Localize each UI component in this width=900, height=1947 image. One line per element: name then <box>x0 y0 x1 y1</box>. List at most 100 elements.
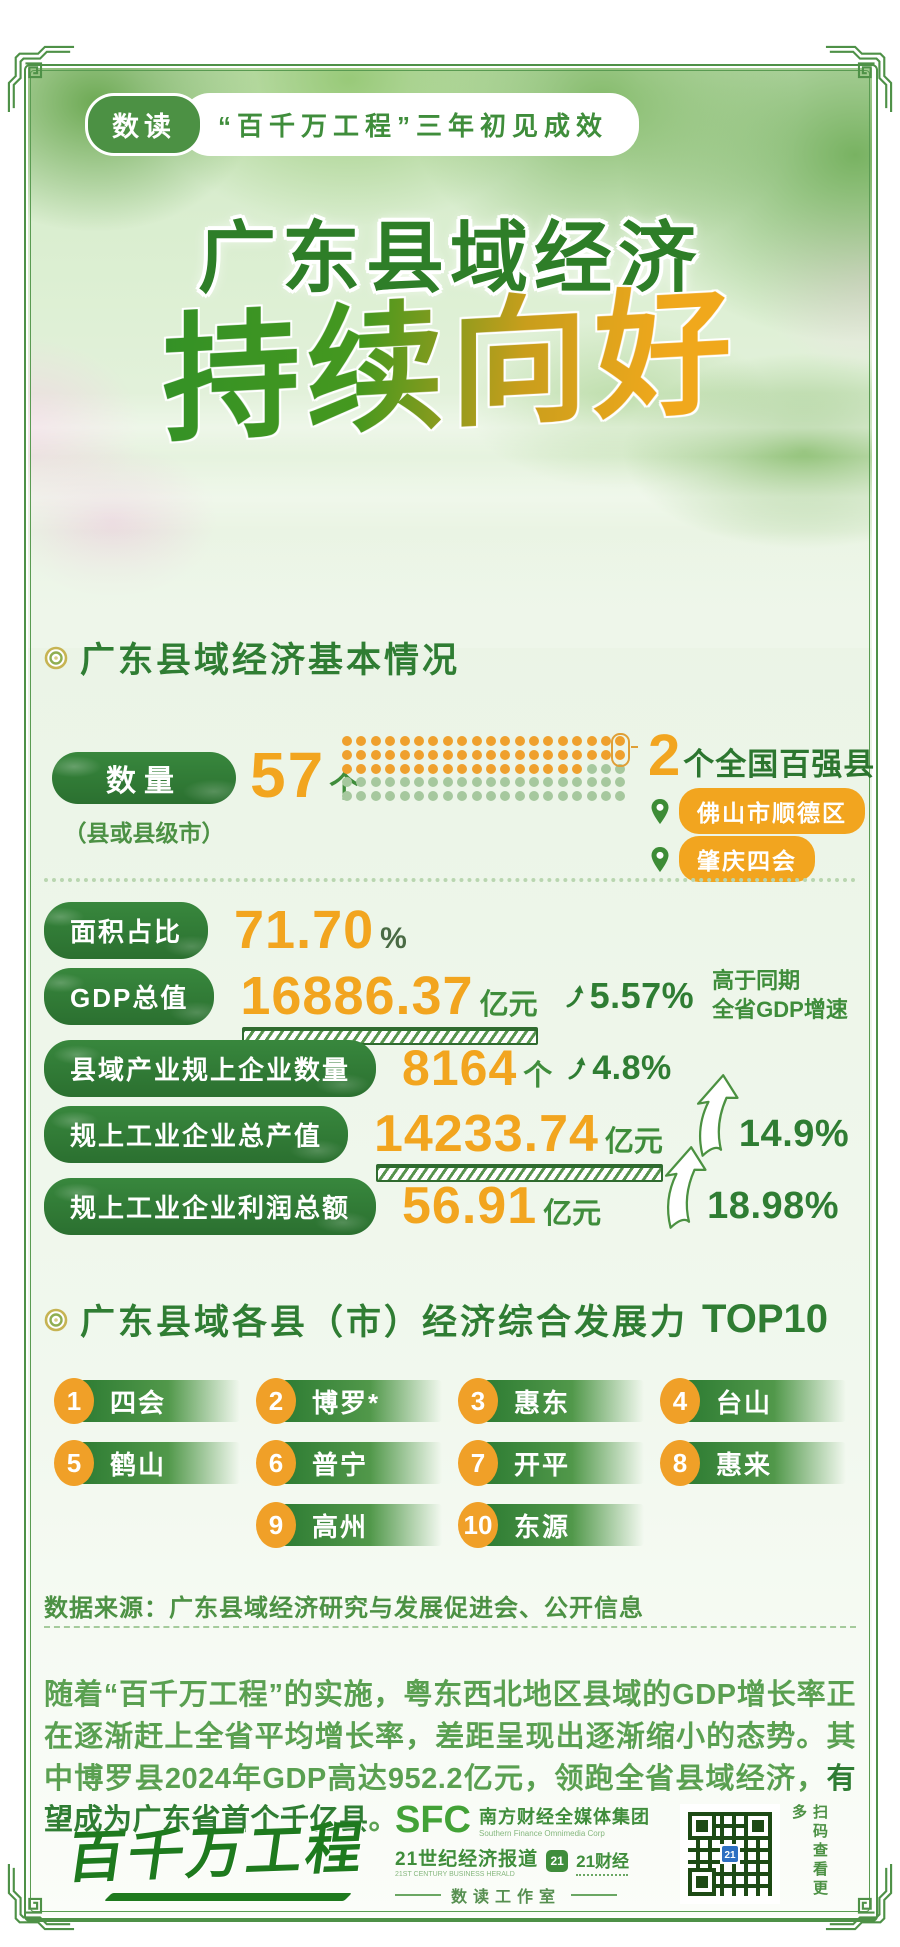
dot <box>543 749 554 760</box>
dot <box>601 791 612 802</box>
rank-badge: 2 <box>256 1378 296 1424</box>
dot <box>586 791 597 802</box>
location-pill: 佛山市顺德区 <box>679 788 865 834</box>
dot <box>543 763 554 774</box>
dot <box>342 777 352 788</box>
dot <box>586 749 597 760</box>
dot <box>370 791 381 802</box>
dashed-separator <box>44 1626 856 1628</box>
dot <box>342 763 352 774</box>
sfc-name: 南方财经全媒体集团 <box>479 1806 650 1827</box>
svg-text:21: 21 <box>724 1850 736 1861</box>
top10-item: 8 惠来 <box>660 1440 846 1486</box>
qr-code: 21 <box>680 1804 780 1904</box>
top10-item: 6 普宁 <box>256 1440 442 1486</box>
finance-name: 21财经 <box>576 1851 630 1871</box>
dot <box>557 777 568 788</box>
dot <box>399 736 410 746</box>
dot <box>485 736 496 746</box>
dot <box>514 791 525 802</box>
dot <box>485 777 496 788</box>
studio-name: 数读工作室 <box>395 1883 650 1907</box>
location-pill: 肇庆四会 <box>679 836 815 882</box>
dot <box>557 763 568 774</box>
dotted-separator <box>44 878 856 882</box>
quantity-number: 57 <box>250 739 326 811</box>
dot <box>500 749 511 760</box>
dot <box>428 749 439 760</box>
stat-label-pill: 规上工业企业利润总额 <box>44 1178 376 1235</box>
county-name: 高州 <box>282 1504 442 1546</box>
dot <box>615 791 626 802</box>
dot <box>529 736 540 746</box>
dot <box>471 749 482 760</box>
dot <box>356 791 367 802</box>
dot <box>428 791 439 802</box>
dot <box>370 777 381 788</box>
dot <box>471 777 482 788</box>
top10-item: 7 开平 <box>458 1440 644 1486</box>
dot <box>471 791 482 802</box>
dot <box>543 791 554 802</box>
growth-arrow-icon <box>566 985 584 1008</box>
county-name: 鹤山 <box>80 1442 240 1484</box>
rank-badge: 9 <box>256 1502 296 1548</box>
dot <box>413 777 424 788</box>
stat-row: 规上工业企业利润总额 56.91 亿元 18.98% <box>44 1146 880 1236</box>
finance-subline <box>576 1873 629 1876</box>
dot <box>428 763 439 774</box>
hundred-strong-count: 2 <box>648 723 681 788</box>
dot <box>457 791 468 802</box>
dot <box>356 777 367 788</box>
stat-label-pill: GDP总值 <box>44 968 214 1025</box>
dot <box>471 736 482 746</box>
dot <box>370 763 381 774</box>
dot <box>572 736 583 746</box>
rank-badge: 10 <box>458 1502 498 1548</box>
stat-row: 面积占比 71.70% <box>44 900 880 960</box>
dot <box>485 763 496 774</box>
map-pin-icon <box>651 846 669 872</box>
quantity-value: 57 个 <box>250 738 359 812</box>
dot <box>557 749 568 760</box>
stat-number: 8164 <box>402 1040 518 1096</box>
stat-number: 56.91 <box>402 1177 538 1235</box>
qr-caption: 扫码查看更多 <box>790 1804 828 1899</box>
dot <box>471 763 482 774</box>
growth-percent: 18.98% <box>707 1184 840 1227</box>
growth-percent: 5.57% <box>589 975 695 1016</box>
dot <box>557 791 568 802</box>
21-badge-icon: 21 <box>546 1850 569 1872</box>
top10-item: 9 高州 <box>256 1502 442 1548</box>
dot <box>615 763 626 774</box>
rank-badge: 7 <box>458 1440 498 1486</box>
dot <box>457 736 468 746</box>
banner-tag: 数读 <box>88 96 200 153</box>
sfc-name-en: Southern Finance Omnimedia Corp <box>479 1828 605 1838</box>
dot <box>514 763 525 774</box>
banner-title: “百千万工程”三年初见成效 <box>184 96 637 153</box>
section2-heading-text: 广东县域各县（市）经济综合发展力 <box>80 1303 689 1342</box>
dot <box>514 736 525 746</box>
county-name: 惠东 <box>484 1380 644 1422</box>
dot <box>500 763 511 774</box>
stat-label-pill: 规上工业企业总产值 <box>44 1106 348 1163</box>
dots-grid <box>342 732 638 802</box>
growth-percent: 14.9% <box>738 1112 850 1155</box>
dot <box>500 791 511 802</box>
top10-item: 5 鹤山 <box>54 1440 240 1486</box>
campaign-logo-text: 百千万工程 <box>64 1815 370 1889</box>
dot <box>485 791 496 802</box>
growth-indicator: 4.8% <box>566 1049 672 1088</box>
dot <box>399 749 410 760</box>
big-growth-arrow-icon <box>665 1146 707 1229</box>
data-source: 数据来源：广东县域经济研究与发展促进会、公开信息 <box>44 1595 644 1622</box>
dot <box>572 749 583 760</box>
hundred-strong-headline: 2 个全国百强县 <box>648 722 875 789</box>
dot <box>413 763 424 774</box>
main-title: 广东县域经济 <box>197 214 702 302</box>
dot <box>601 749 612 760</box>
top10-list: 1 四会 2 博罗* 3 惠东 4 台山 5 鹤山 6 普宁 7 开平 8 惠来 9 高州 10 东源 <box>40 1378 860 1548</box>
top10-item: 2 博罗* <box>256 1378 442 1424</box>
